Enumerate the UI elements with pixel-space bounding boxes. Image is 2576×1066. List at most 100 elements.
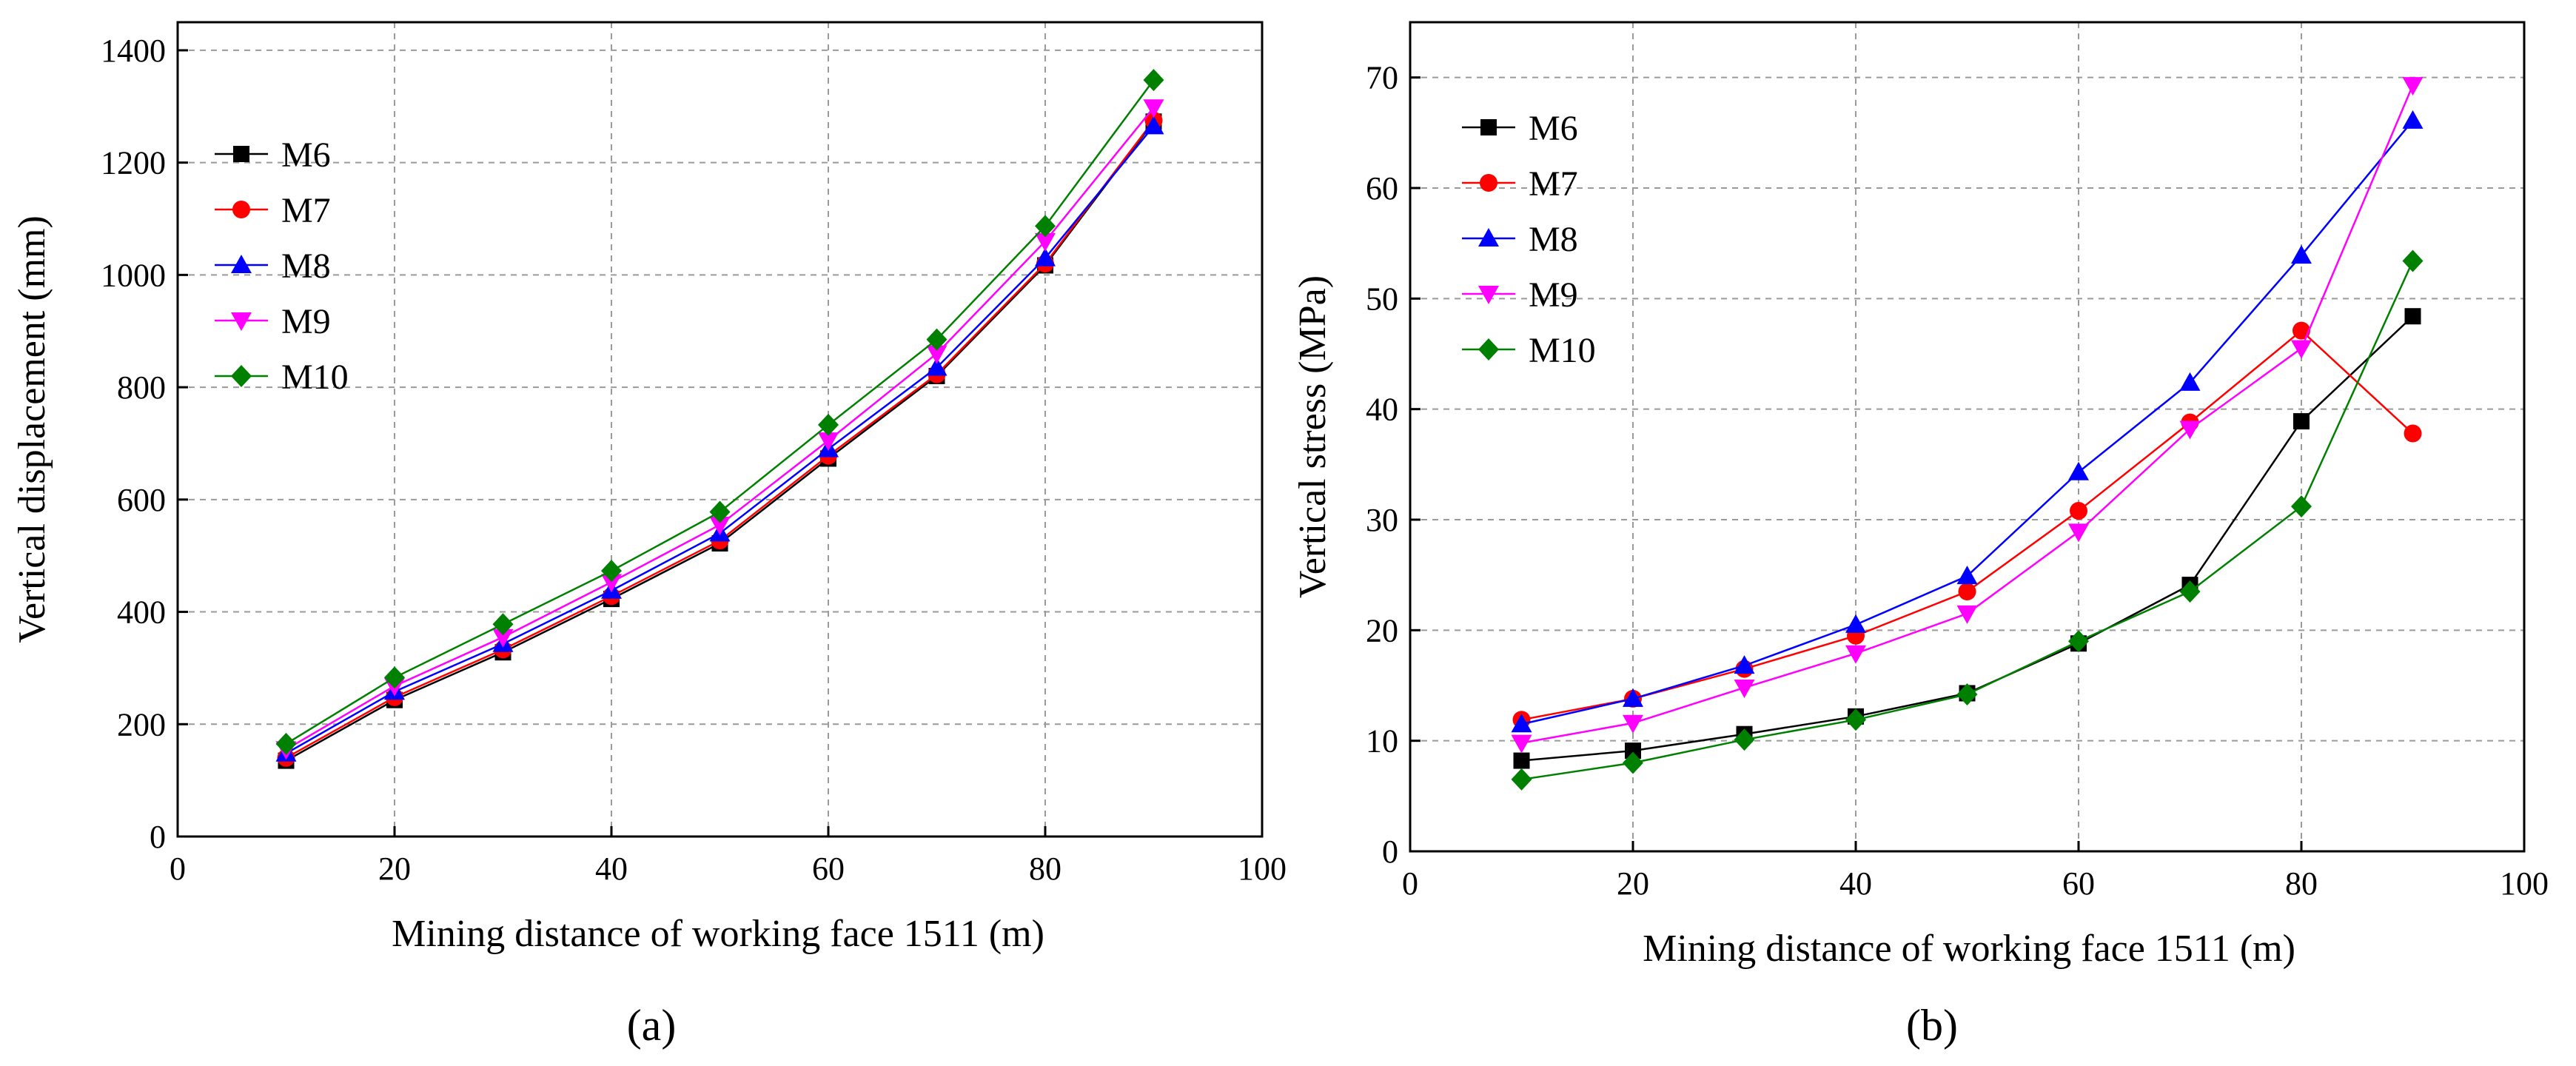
data-point-m6 xyxy=(1513,752,1530,769)
data-point-m10 xyxy=(926,328,947,351)
data-point-m6 xyxy=(1625,742,1641,760)
data-point-m9 xyxy=(1956,605,1978,624)
x-tick-label: 0 xyxy=(170,851,186,887)
data-point-m10 xyxy=(1035,215,1056,238)
x-tick-label: 60 xyxy=(2062,865,2095,902)
legend-label-m8: M8 xyxy=(281,247,331,286)
x-tick-label: 40 xyxy=(595,851,628,887)
series-line-m7 xyxy=(285,120,1155,759)
data-point-m10 xyxy=(2068,630,2089,653)
data-point-m8 xyxy=(1734,655,1755,674)
data-point-m9 xyxy=(709,516,731,535)
data-point-m10 xyxy=(384,666,405,689)
y-tick-label: 60 xyxy=(1366,170,1398,207)
panel-label: (b) xyxy=(1906,1001,1958,1050)
y-tick-label: 70 xyxy=(1366,60,1398,96)
data-point-m10 xyxy=(2179,580,2201,603)
legend-marker-m7 xyxy=(1480,174,1497,192)
y-tick-label: 800 xyxy=(117,369,166,406)
data-point-m9 xyxy=(492,628,514,648)
legend-label-m10: M10 xyxy=(1529,331,1596,370)
data-point-m8 xyxy=(1511,714,1532,733)
data-point-m10 xyxy=(275,732,297,755)
panel-label: (a) xyxy=(627,1001,677,1050)
legend-label-m6: M6 xyxy=(1529,109,1578,148)
legend-label-m9: M9 xyxy=(1529,275,1578,315)
legend-marker-m9 xyxy=(1478,286,1499,304)
data-point-m10 xyxy=(818,413,839,436)
data-point-m8 xyxy=(926,357,947,376)
y-tick-label: 200 xyxy=(117,706,166,742)
chart-a-displacement: 0 20 40 60 80 1000200400600800100012001400Min… xyxy=(11,21,1287,1050)
data-point-m10 xyxy=(1143,69,1164,92)
data-point-m9 xyxy=(1035,232,1056,252)
legend-marker-m8 xyxy=(1478,228,1499,247)
data-point-m6 xyxy=(2404,308,2421,325)
x-tick-label: 20 xyxy=(1617,865,1649,902)
series-line-m9 xyxy=(1521,84,2414,744)
data-point-m9 xyxy=(1734,679,1755,698)
data-point-m9 xyxy=(926,345,947,364)
data-point-m9 xyxy=(601,574,622,593)
series-line-m9 xyxy=(285,107,1155,751)
plot-frame xyxy=(1409,21,2526,853)
y-tick-label: 1000 xyxy=(101,257,166,293)
data-point-m7 xyxy=(2404,424,2422,443)
data-point-m10 xyxy=(492,613,514,636)
x-tick-label: 80 xyxy=(2285,865,2318,902)
legend-label-m8: M8 xyxy=(1529,220,1578,259)
data-point-m9 xyxy=(1143,99,1164,118)
data-point-m9 xyxy=(2179,420,2201,440)
x-axis-label: Mining distance of working face 1511 (m) xyxy=(1643,928,2295,970)
legend-marker-m10 xyxy=(231,365,252,387)
x-tick-label: 100 xyxy=(2500,865,2549,902)
data-point-m9 xyxy=(818,432,839,452)
series-line-m8 xyxy=(285,125,1155,754)
y-tick-label: 400 xyxy=(117,594,166,631)
data-point-m8 xyxy=(2068,461,2089,480)
legend-marker-m10 xyxy=(1478,338,1499,361)
data-point-m7 xyxy=(2292,321,2310,340)
data-point-m6 xyxy=(2293,413,2310,430)
data-point-m8 xyxy=(2179,372,2201,391)
legend-marker-m9 xyxy=(231,312,252,331)
data-point-m8 xyxy=(1623,688,1643,707)
data-point-m8 xyxy=(1035,247,1056,266)
y-tick-label: 1400 xyxy=(101,33,166,69)
x-tick-label: 20 xyxy=(378,851,411,887)
legend-label-m7: M7 xyxy=(281,191,331,230)
x-tick-label: 60 xyxy=(812,851,845,887)
data-point-m8 xyxy=(2291,245,2312,264)
data-point-m10 xyxy=(1956,683,1978,705)
legend-label-m7: M7 xyxy=(1529,164,1578,204)
y-tick-label: 10 xyxy=(1366,723,1398,760)
data-point-m7 xyxy=(1958,583,1976,601)
legend-label-m10: M10 xyxy=(281,358,349,397)
y-tick-label: 50 xyxy=(1366,281,1398,317)
data-point-m10 xyxy=(1734,728,1755,751)
x-tick-label: 80 xyxy=(1029,851,1061,887)
data-point-m9 xyxy=(1511,734,1532,754)
data-point-m10 xyxy=(2402,249,2424,272)
y-tick-label: 1200 xyxy=(101,145,166,181)
data-point-m7 xyxy=(2070,502,2087,520)
x-tick-label: 100 xyxy=(1238,851,1287,887)
y-tick-label: 600 xyxy=(117,482,166,518)
legend-marker-m6 xyxy=(1480,119,1497,135)
y-tick-label: 30 xyxy=(1366,502,1398,538)
y-tick-label: 20 xyxy=(1366,612,1398,648)
data-point-m8 xyxy=(1956,566,1978,585)
x-axis-label: Mining distance of working face 1511 (m) xyxy=(392,913,1044,955)
y-tick-label: 0 xyxy=(150,819,166,855)
x-tick-label: 40 xyxy=(1839,865,1872,902)
series-line-m6 xyxy=(285,121,1155,762)
data-point-m10 xyxy=(601,560,622,583)
data-point-m9 xyxy=(2291,340,2312,359)
legend-marker-m8 xyxy=(231,255,252,273)
data-point-m10 xyxy=(1511,768,1532,791)
data-point-m10 xyxy=(709,500,731,523)
legend-marker-m6 xyxy=(233,146,249,162)
data-point-m9 xyxy=(2068,523,2089,543)
series-line-m8 xyxy=(1521,120,2414,725)
data-point-m9 xyxy=(1845,645,1866,664)
